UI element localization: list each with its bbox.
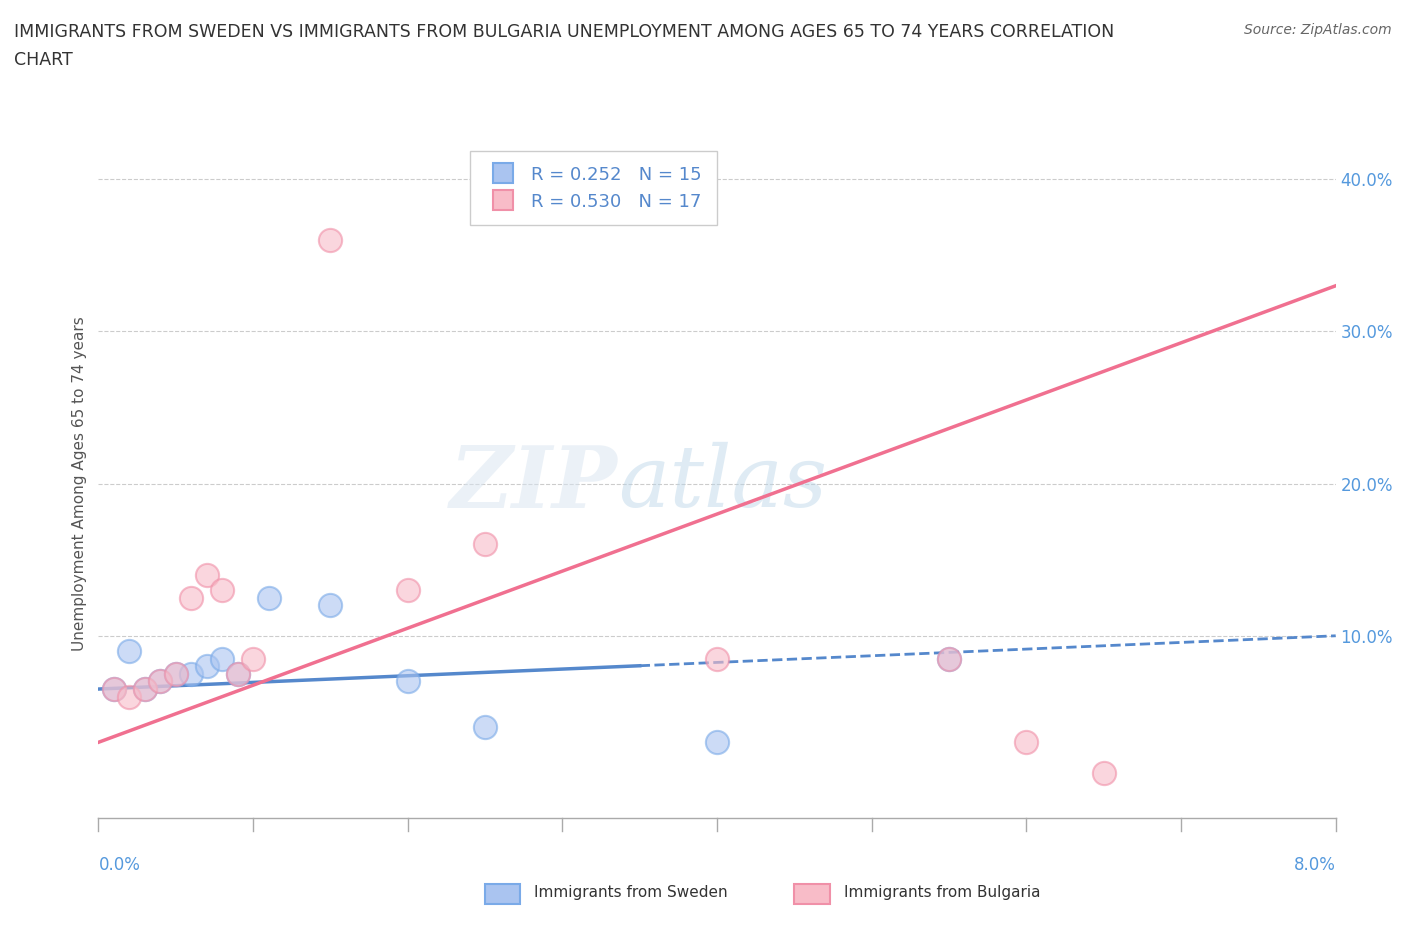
Point: [165, 667, 187, 682]
Text: 8.0%: 8.0%: [1294, 856, 1336, 873]
Point: [474, 720, 496, 735]
Text: IMMIGRANTS FROM SWEDEN VS IMMIGRANTS FROM BULGARIA UNEMPLOYMENT AMONG AGES 65 TO: IMMIGRANTS FROM SWEDEN VS IMMIGRANTS FRO…: [14, 23, 1115, 41]
Legend: R = 0.252   N = 15, R = 0.530   N = 17: R = 0.252 N = 15, R = 0.530 N = 17: [470, 152, 717, 225]
Point: [706, 735, 728, 750]
Text: Immigrants from Bulgaria: Immigrants from Bulgaria: [844, 885, 1040, 900]
Point: [195, 658, 218, 673]
Point: [149, 674, 172, 689]
Point: [165, 667, 187, 682]
Point: [319, 232, 342, 247]
Text: ZIP: ZIP: [450, 442, 619, 525]
Point: [118, 644, 141, 658]
Point: [180, 667, 202, 682]
Point: [118, 689, 141, 704]
Point: [180, 591, 202, 605]
Point: [195, 567, 218, 582]
Point: [474, 537, 496, 551]
Point: [134, 682, 156, 697]
Text: Immigrants from Sweden: Immigrants from Sweden: [534, 885, 728, 900]
Point: [211, 583, 233, 598]
Point: [396, 583, 419, 598]
Point: [226, 667, 249, 682]
Text: CHART: CHART: [14, 51, 73, 69]
Point: [149, 674, 172, 689]
Point: [319, 598, 342, 613]
Point: [706, 651, 728, 666]
Point: [103, 682, 125, 697]
Point: [396, 674, 419, 689]
Point: [938, 651, 960, 666]
Text: 0.0%: 0.0%: [98, 856, 141, 873]
Point: [103, 682, 125, 697]
Text: atlas: atlas: [619, 443, 827, 525]
Text: Source: ZipAtlas.com: Source: ZipAtlas.com: [1244, 23, 1392, 37]
Y-axis label: Unemployment Among Ages 65 to 74 years: Unemployment Among Ages 65 to 74 years: [72, 316, 87, 651]
Point: [134, 682, 156, 697]
Point: [211, 651, 233, 666]
Point: [1015, 735, 1038, 750]
Point: [242, 651, 264, 666]
Point: [257, 591, 280, 605]
Point: [1092, 765, 1115, 780]
Point: [938, 651, 960, 666]
Point: [226, 667, 249, 682]
